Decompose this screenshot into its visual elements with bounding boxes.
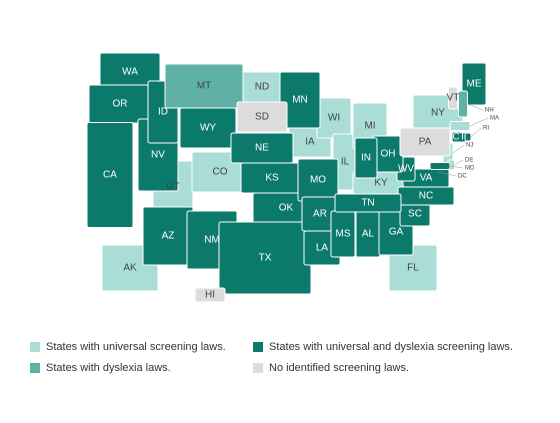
state-label: GA [389, 227, 404, 238]
state-label: HI [205, 290, 215, 301]
state-label: CT [452, 132, 465, 143]
state-label: WI [328, 113, 340, 124]
state-label: CA [103, 170, 117, 181]
state-label: AL [362, 229, 375, 240]
legend-swatch [253, 342, 263, 352]
leader-line [469, 117, 489, 127]
state-label: NV [151, 150, 165, 161]
state-label: IN [361, 153, 371, 164]
state [448, 86, 458, 110]
legend-label: States with dyslexia laws. [46, 362, 171, 374]
state-label: DC [458, 174, 467, 180]
state-label: MO [310, 175, 326, 186]
state [279, 71, 321, 129]
state [194, 287, 226, 303]
state-label: TN [361, 198, 374, 209]
state-label: MD [465, 166, 475, 172]
state-label: MA [490, 116, 499, 122]
state-label: OH [381, 149, 396, 160]
leader-line [437, 171, 457, 177]
state [334, 193, 402, 213]
legend-label: No identified screening laws. [269, 362, 409, 374]
state-label: MI [364, 121, 375, 132]
state-label: NY [431, 108, 445, 119]
state-label: PA [419, 137, 432, 148]
legend-label: States with universal screening laws. [46, 341, 226, 353]
state-label: SC [408, 209, 422, 220]
states [86, 52, 487, 303]
state-label: AR [313, 209, 327, 220]
state [86, 122, 134, 228]
state-label: KS [265, 173, 279, 184]
state-label: MS [336, 229, 351, 240]
state-label: TX [259, 253, 272, 264]
state-label: IA [305, 137, 315, 148]
state-label: NE [255, 143, 269, 154]
state-labels: ND UT CO IA WI IL MI KY NY FL AK MA NJ DE DC WA OR CA NV ID… [103, 67, 499, 301]
state-label: DE [465, 158, 473, 164]
state-label: WA [122, 67, 138, 78]
state-label: LA [316, 243, 329, 254]
state-label: NC [419, 191, 433, 202]
state [236, 101, 288, 133]
state-label: UT [166, 182, 179, 193]
legend-label: States with universal and dyslexia scree… [269, 341, 513, 353]
leader-line [467, 103, 484, 111]
state-label: CO [213, 167, 228, 178]
state-label: WV [398, 164, 414, 175]
state-label: NH [485, 108, 494, 114]
state-label: MN [292, 95, 308, 106]
state [164, 63, 244, 109]
state-label: MT [197, 81, 211, 92]
state-label: IL [341, 157, 350, 168]
state-label: ID [158, 107, 168, 118]
state-label: AZ [162, 231, 175, 242]
state-label: VA [420, 173, 433, 184]
state-label: OR [113, 99, 128, 110]
legend-swatch [30, 342, 40, 352]
state-label: RI [483, 126, 489, 132]
state [464, 132, 472, 142]
state [354, 137, 378, 179]
state-label: NJ [466, 143, 473, 149]
leader-line [449, 165, 464, 169]
state-label: KY [374, 178, 388, 189]
state-label: ND [255, 82, 269, 93]
state [429, 162, 451, 170]
state-label: FL [407, 263, 419, 274]
state-label: ME [467, 79, 482, 90]
state-label: WY [200, 123, 216, 134]
state [458, 90, 468, 118]
leader-line [454, 159, 464, 166]
leader-line [470, 127, 482, 138]
state-label: AK [123, 263, 137, 274]
state [399, 127, 451, 157]
state-label: SD [255, 112, 269, 123]
state-label: VT [447, 93, 460, 104]
state [449, 121, 471, 131]
state-label: OK [279, 203, 294, 214]
state-label: NM [204, 235, 220, 246]
legend-swatch [30, 363, 40, 373]
leader-line [452, 144, 465, 154]
legend-swatch [253, 363, 263, 373]
